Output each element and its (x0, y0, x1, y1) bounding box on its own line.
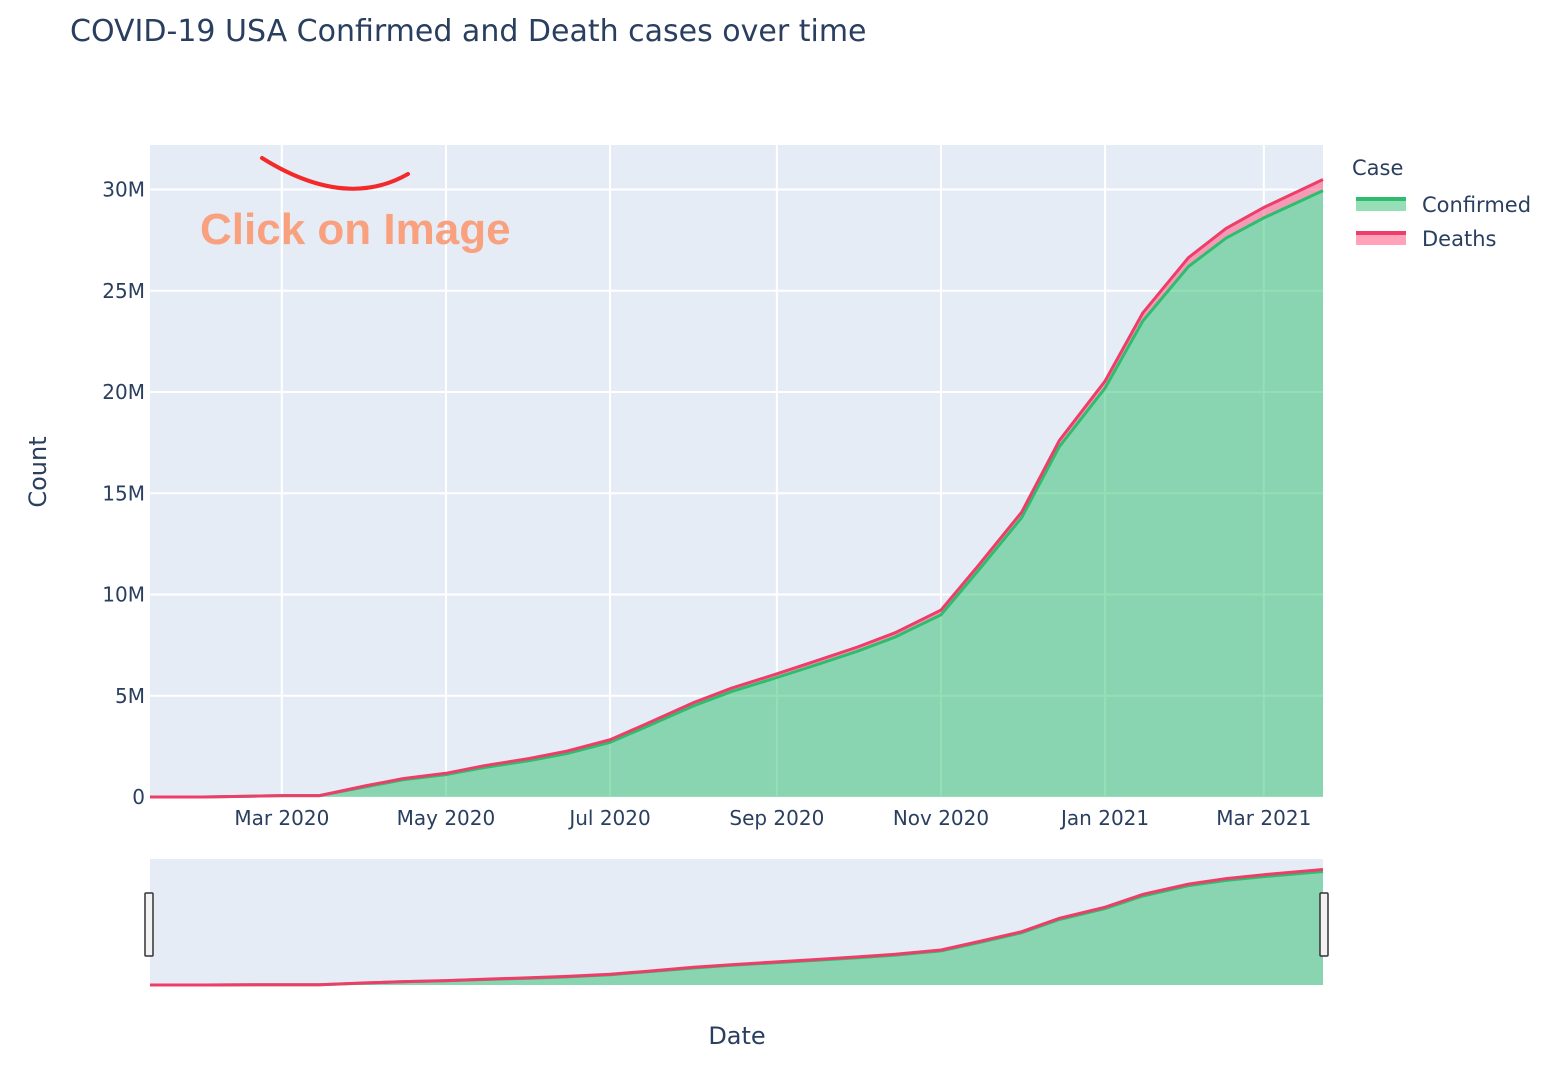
rangeslider-confirmed-area (150, 871, 1323, 985)
area-series (150, 178, 1324, 799)
x-tick-label: Jan 2021 (1059, 806, 1149, 830)
legend-swatch-confirmed (1352, 195, 1410, 215)
legend-label-deaths: Deaths (1422, 227, 1497, 251)
x-tick-labels: Mar 2020 May 2020 Jul 2020 Sep 2020 Nov 2020… (234, 806, 1311, 830)
rangeslider-left-handle[interactable] (144, 892, 154, 957)
x-tick-label: Nov 2020 (893, 806, 989, 830)
rangeslider-deaths-line (150, 868, 1324, 987)
legend-item-confirmed[interactable]: Confirmed (1352, 188, 1531, 222)
y-tick-label: 0 (132, 785, 145, 809)
y-tick-label: 15M (102, 481, 145, 505)
x-tick-label: Mar 2021 (1216, 806, 1311, 830)
rangeslider-right-handle[interactable] (1319, 892, 1329, 957)
x-tick-label: Jul 2020 (567, 806, 650, 830)
y-tick-label: 20M (102, 380, 145, 404)
y-tick-label: 10M (102, 583, 145, 607)
y-axis-label: Count (24, 436, 52, 508)
x-tick-label: May 2020 (397, 806, 496, 830)
x-axis-label: Date (708, 1022, 766, 1050)
y-tick-label: 5M (115, 684, 145, 708)
confirmed-area (150, 190, 1323, 798)
chart-title: COVID-19 USA Confirmed and Death cases o… (70, 14, 867, 49)
legend-item-deaths[interactable]: Deaths (1352, 222, 1531, 256)
legend-title: Case (1352, 156, 1404, 180)
y-tick-labels: 0 5M 10M 15M 20M 25M 30M (102, 178, 145, 809)
annotation-arrow (260, 156, 410, 191)
y-tick-label: 25M (102, 279, 145, 303)
legend-swatch-deaths (1352, 229, 1410, 249)
rangeslider-series (150, 868, 1324, 987)
y-tick-label: 30M (102, 178, 145, 202)
x-tick-label: Mar 2020 (234, 806, 329, 830)
x-tick-label: Sep 2020 (729, 806, 824, 830)
legend-label-confirmed: Confirmed (1422, 193, 1532, 217)
deaths-line (150, 178, 1324, 799)
click-on-image-annotation[interactable]: Click on Image (200, 205, 511, 254)
legend: Case Confirmed Deaths (1352, 156, 1531, 256)
